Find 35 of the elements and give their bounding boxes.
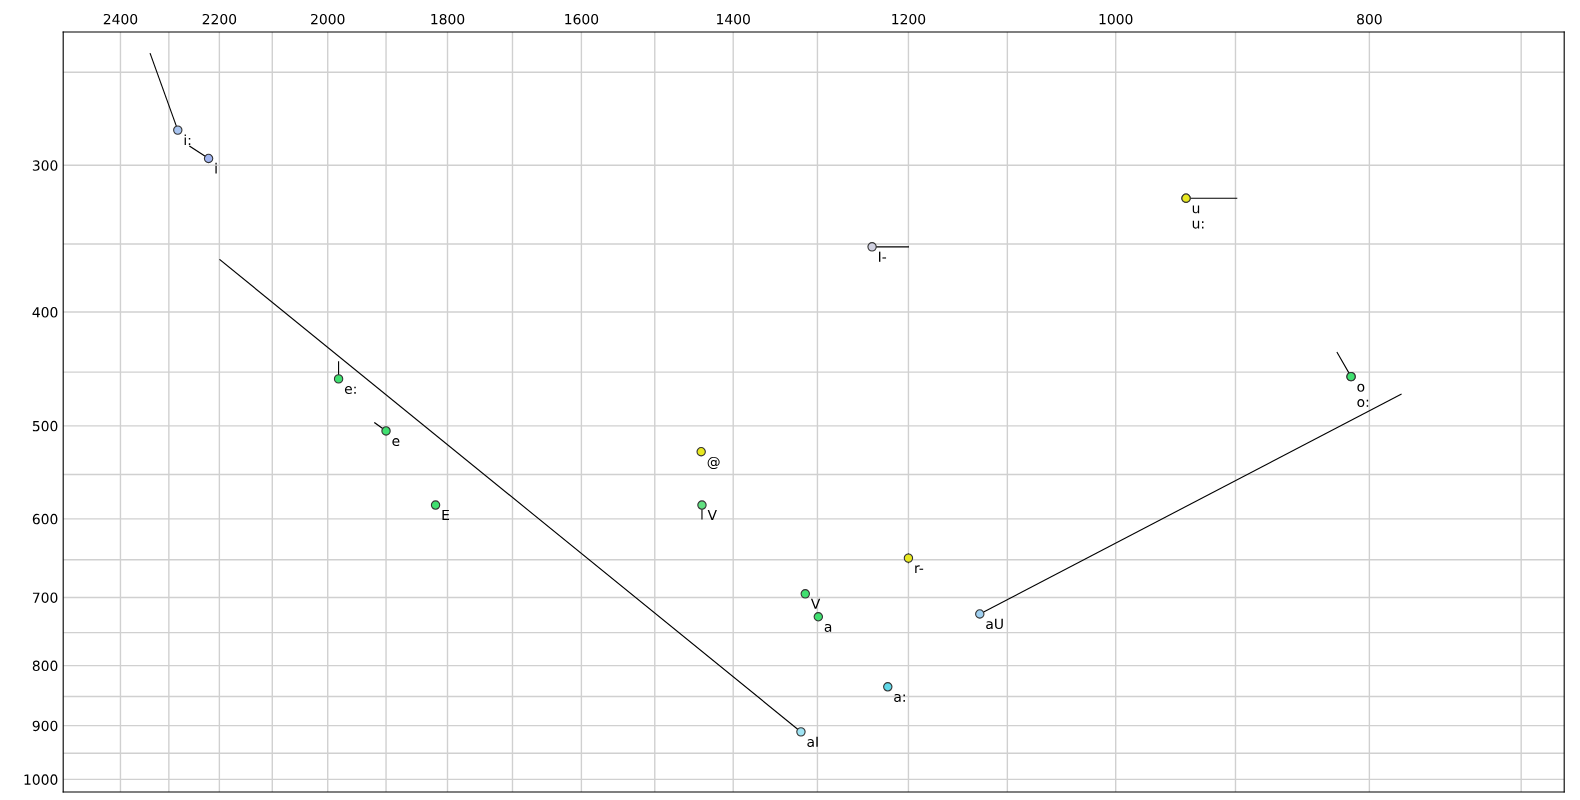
x-tick-label: 1200 [892, 13, 926, 25]
y-tick-label: 800 [32, 660, 58, 672]
y-tick-label: 600 [32, 513, 58, 525]
series-label: o: [1357, 399, 1369, 408]
series-label: I- [879, 251, 887, 262]
y-tick-label: 500 [32, 420, 58, 432]
series-label: e [392, 438, 400, 447]
series-label: V [810, 598, 821, 609]
series-label: u [1192, 205, 1200, 214]
series-label: aI [807, 736, 818, 747]
series-label: r- [915, 565, 924, 574]
series-label: a [824, 623, 832, 632]
y-tick-label: 700 [32, 592, 58, 603]
x-tick-label: 1800 [431, 13, 465, 25]
series-label: @ [707, 456, 720, 470]
series-label: i: [184, 134, 191, 146]
series-label: o [1357, 383, 1365, 392]
series-label: e: [344, 386, 356, 395]
series-label: aU [986, 618, 1003, 630]
x-tick-label: 2000 [311, 13, 345, 25]
x-tick-label: 1000 [1099, 13, 1133, 25]
x-tick-label: 1400 [717, 13, 750, 25]
series-label: i [215, 162, 217, 174]
series-label: E [442, 509, 450, 521]
y-tick-label: 400 [32, 307, 58, 318]
x-tick-label: 2200 [202, 13, 237, 25]
x-tick-label: 800 [1357, 13, 1382, 25]
x-tick-label: 2400 [103, 13, 138, 25]
series-label: V [707, 509, 717, 521]
y-tick-label: 900 [32, 720, 58, 732]
series-label: a: [894, 693, 905, 702]
y-tick-label: 1000 [24, 774, 58, 785]
series-label: u: [1192, 220, 1204, 229]
x-tick-label: 1600 [565, 13, 599, 25]
y-tick-label: 300 [32, 160, 58, 171]
